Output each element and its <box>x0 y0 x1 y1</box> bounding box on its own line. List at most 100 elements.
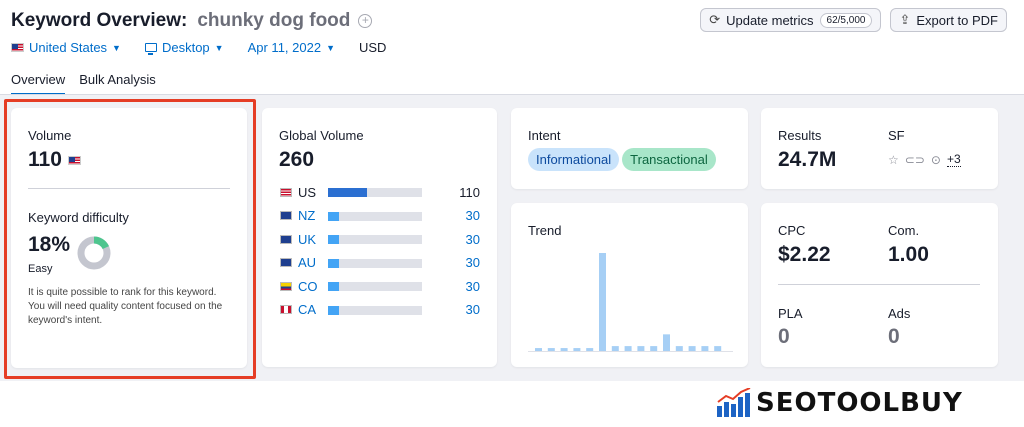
desktop-icon <box>144 43 157 55</box>
trend-bar[interactable] <box>714 346 722 351</box>
trend-bar[interactable] <box>637 346 645 351</box>
country-code: US <box>298 184 317 200</box>
kd-description: It is quite possible to rank for this ke… <box>28 287 223 326</box>
country-code[interactable]: AU <box>298 255 317 270</box>
star-icon: ☆ <box>888 152 899 167</box>
intent-tag-informational: Informational <box>528 148 620 171</box>
cpc-value: $2.22 <box>778 243 831 266</box>
trend-bar[interactable] <box>650 346 658 351</box>
global-volume-label: Global Volume <box>279 128 364 143</box>
ads-label: Ads <box>888 306 911 321</box>
intent-tags: Informational Transactional <box>528 148 716 171</box>
country-volume[interactable]: 30 <box>465 278 480 294</box>
page-title: Keyword Overview: <box>11 10 188 31</box>
video-icon: ⊙ <box>930 152 941 167</box>
trend-bar[interactable] <box>547 348 555 351</box>
volume-value-row: 110 <box>28 148 81 172</box>
trend-bar[interactable] <box>675 346 683 351</box>
country-code[interactable]: UK <box>298 231 317 247</box>
trend-bar[interactable] <box>688 346 696 351</box>
volume-bar-track <box>328 282 422 291</box>
database-dropdown[interactable]: United States ▼ <box>11 40 121 55</box>
refresh-icon: ⟳ <box>709 12 721 27</box>
com-label: Com. <box>888 223 920 238</box>
results-value: 24.7M <box>778 148 837 171</box>
tab-bulk-analysis[interactable]: Bulk Analysis <box>79 72 156 87</box>
trend-bar[interactable] <box>560 348 568 351</box>
volume-bar-fill <box>328 235 340 244</box>
trend-bar[interactable] <box>586 348 594 351</box>
kd-label: Keyword difficulty <box>28 210 129 225</box>
link-icon: ⊂⊃ <box>904 152 925 167</box>
trend-bar[interactable] <box>701 346 709 351</box>
add-keyword-icon[interactable]: + <box>358 14 373 28</box>
kd-donut-icon <box>77 236 111 270</box>
results-card: Results 24.7M SF ☆ ⊂⊃ ⊙ +3 <box>761 108 998 189</box>
country-flag-icon <box>280 305 292 314</box>
global-volume-card: Global Volume 260 US 110 NZ 30 UK 30 AU 30 CO 30 C… <box>262 108 497 367</box>
tab-divider <box>0 94 1024 95</box>
device-label: Desktop <box>161 40 210 55</box>
trend-bar[interactable] <box>573 348 581 351</box>
update-metrics-button[interactable]: ⟳ Update metrics 62/5,000 <box>700 8 882 32</box>
volume-label: Volume <box>28 128 72 143</box>
trend-bar[interactable] <box>535 348 542 351</box>
kd-value: 18% <box>28 233 71 256</box>
trend-chart <box>528 253 733 352</box>
update-metrics-label: Update metrics <box>726 12 814 28</box>
bar-chart-logo-icon <box>717 388 751 417</box>
title-row: Keyword Overview: chunky dog food + <box>11 10 373 32</box>
intent-label: Intent <box>528 128 561 143</box>
sf-more-link[interactable]: +3 <box>946 152 961 167</box>
country-code[interactable]: NZ <box>298 208 316 223</box>
cpc-card: CPC $2.22 Com. 1.00 PLA 0 Ads 0 <box>761 203 998 367</box>
country-flag-icon <box>280 234 292 244</box>
results-label: Results <box>778 128 822 143</box>
country-volume[interactable]: 30 <box>465 231 480 247</box>
country-volume[interactable]: 30 <box>465 255 480 270</box>
trend-bar[interactable] <box>663 334 670 351</box>
country-code[interactable]: CA <box>298 302 317 317</box>
keyword-title: chunky dog food <box>197 10 351 31</box>
trend-bar[interactable] <box>624 346 632 351</box>
country-volume[interactable]: 30 <box>465 302 480 317</box>
volume-bar-fill <box>328 211 340 221</box>
us-flag-icon <box>67 155 81 165</box>
device-dropdown[interactable]: Desktop ▼ <box>144 40 224 55</box>
volume-bar-fill <box>328 188 368 197</box>
global-volume-row: UK 30 <box>280 231 480 247</box>
tab-bar: Overview Bulk Analysis <box>11 72 156 95</box>
export-pdf-button[interactable]: ⇪ Export to PDF <box>890 8 1007 32</box>
country-volume[interactable]: 30 <box>465 208 480 223</box>
volume-bar-track <box>328 258 422 268</box>
highlight-box <box>4 99 256 379</box>
global-volume-value: 260 <box>279 148 315 171</box>
trend-label: Trend <box>528 223 562 238</box>
volume-bar-fill <box>328 282 340 291</box>
watermark: SEOTOOLBUY <box>716 388 963 418</box>
global-volume-row: CA 30 <box>280 302 480 317</box>
global-volume-row: NZ 30 <box>280 208 480 223</box>
cpc-divider <box>778 284 980 285</box>
volume-divider <box>28 188 230 189</box>
page-header: Keyword Overview: chunky dog food + ⟳ Up… <box>0 0 1024 95</box>
tab-overview[interactable]: Overview <box>11 72 66 95</box>
volume-bar-track <box>328 305 422 315</box>
volume-bar-track <box>328 211 422 221</box>
chevron-down-icon: ▼ <box>326 42 335 53</box>
global-volume-row: AU 30 <box>280 255 480 270</box>
trend-bar[interactable] <box>611 346 619 351</box>
export-pdf-label: Export to PDF <box>916 12 998 28</box>
database-label: United States <box>29 40 108 55</box>
trend-card: Trend <box>511 203 748 367</box>
country-code[interactable]: CO <box>298 278 318 294</box>
sf-label: SF <box>888 128 905 143</box>
volume-card: Volume 110 Keyword difficulty 18% Easy I… <box>11 108 247 368</box>
kd-level: Easy <box>28 263 53 275</box>
country-volume: 110 <box>459 184 480 200</box>
header-actions: ⟳ Update metrics 62/5,000 ⇪ Export to PD… <box>700 8 1007 32</box>
date-dropdown[interactable]: Apr 11, 2022 ▼ <box>248 40 335 55</box>
cpc-label: CPC <box>778 223 806 238</box>
trend-bar[interactable] <box>599 253 606 351</box>
volume-bar-fill <box>328 305 340 315</box>
